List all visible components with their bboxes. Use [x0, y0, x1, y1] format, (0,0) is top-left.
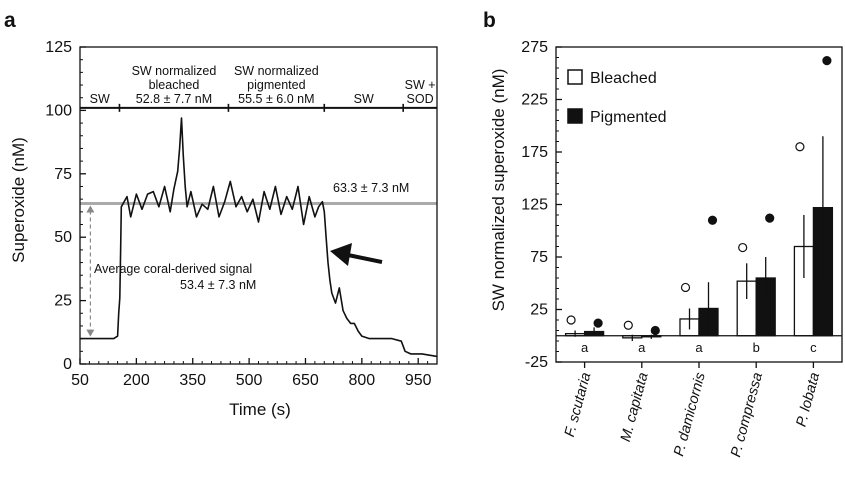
x-tick-label: 650 [292, 372, 319, 389]
segment-label: SW + [405, 78, 436, 92]
panel-a-arrow [330, 243, 383, 266]
x-tick-label: 950 [405, 372, 432, 389]
x-tick-label: 800 [348, 372, 375, 389]
panel-a-y-axis-title: Superoxide (nM) [9, 137, 28, 263]
panel-a-series [80, 117, 438, 358]
arrow-shaft [347, 253, 383, 264]
category-label: P. lobata [793, 371, 823, 429]
panel-a-letter: a [4, 9, 16, 32]
segment-label: SW [354, 92, 374, 106]
y-tick-label: -25 [525, 354, 548, 371]
segment-label: pigmented [247, 78, 305, 92]
segment-label: SW [90, 92, 110, 106]
y-tick-label: 0 [63, 356, 72, 373]
segment-label: 52.8 ± 7.7 nM [136, 92, 212, 106]
significance-letter: a [695, 340, 703, 355]
signal-annotation-line-2: 53.4 ± 7.3 nM [180, 278, 256, 292]
max-point-bleached [795, 142, 805, 152]
segment-label: bleached [149, 78, 200, 92]
y-tick-label: 25 [530, 302, 548, 319]
category-label: P. compressa [728, 371, 766, 459]
category-label: M. capitata [618, 371, 652, 444]
legend-label-bleached: Bleached [590, 70, 657, 87]
y-tick-label: 75 [530, 249, 548, 266]
y-tick-label: 125 [521, 197, 548, 214]
panel-b-letter: b [483, 9, 496, 32]
category-label: P. damicornis [671, 371, 709, 458]
y-tick-label: 175 [521, 144, 548, 161]
panel-a-axes: 0 25 50 75 100 125 50 200 350 500 650 800 950 [45, 39, 438, 389]
superoxide-trace [80, 117, 438, 358]
max-point-bleached [623, 320, 633, 330]
legend-label-pigmented: Pigmented [590, 109, 667, 126]
x-tick-label: 500 [236, 372, 263, 389]
significance-letter: b [753, 340, 760, 355]
segment-label: 55.5 ± 6.0 nM [238, 92, 314, 106]
x-tick-label: 50 [71, 372, 89, 389]
significance-letter: c [810, 340, 817, 355]
y-tick-label: 125 [45, 39, 72, 56]
max-point-pigmented [593, 318, 603, 328]
segment-label: SW normalized [234, 64, 319, 78]
y-tick-label: 50 [54, 229, 72, 246]
max-point-pigmented [765, 213, 775, 223]
max-point-pigmented [822, 56, 832, 66]
panel-a-mean-label: 63.3 ± 7.3 nM [333, 181, 409, 195]
signal-arrowhead-top [86, 205, 95, 213]
panel-b-y-axis-title: SW normalized superoxide (nM) [489, 69, 508, 312]
category-label: F. scutaria [562, 371, 594, 439]
signal-arrowhead-bottom [86, 329, 95, 337]
legend-swatch-pigmented [567, 108, 583, 124]
x-tick-label: 200 [123, 372, 150, 389]
significance-letter: a [638, 340, 646, 355]
y-tick-label: 100 [45, 102, 72, 119]
arrow-head [330, 243, 352, 266]
segment-label: SOD [407, 92, 434, 106]
y-tick-label: 275 [521, 39, 548, 56]
max-point-bleached [680, 282, 691, 293]
max-point-pigmented [707, 215, 718, 225]
max-point-bleached [566, 315, 576, 325]
signal-annotation-line-1: Average coral-derived signal [94, 262, 252, 276]
significance-letter: a [581, 340, 589, 355]
segment-label: SW normalized [132, 64, 217, 78]
y-tick-label: 75 [54, 166, 72, 183]
max-point-bleached [738, 242, 748, 253]
panel-a-signal-annotation: Average coral-derived signal 53.4 ± 7.3 … [86, 205, 256, 337]
x-tick-label: 350 [179, 372, 206, 389]
panel-b-bars [564, 56, 834, 341]
panel-a-x-axis-title: Time (s) [229, 400, 291, 419]
legend-swatch-bleached [567, 69, 583, 85]
y-tick-label: 25 [54, 293, 72, 310]
panel-b-legend: Bleached Pigmented [567, 69, 667, 126]
max-point-pigmented [650, 325, 660, 336]
y-tick-label: 225 [521, 92, 548, 109]
panel-b: b -25 25 75 125 175 225 275 F. scutaria a M. capi… [483, 9, 843, 459]
